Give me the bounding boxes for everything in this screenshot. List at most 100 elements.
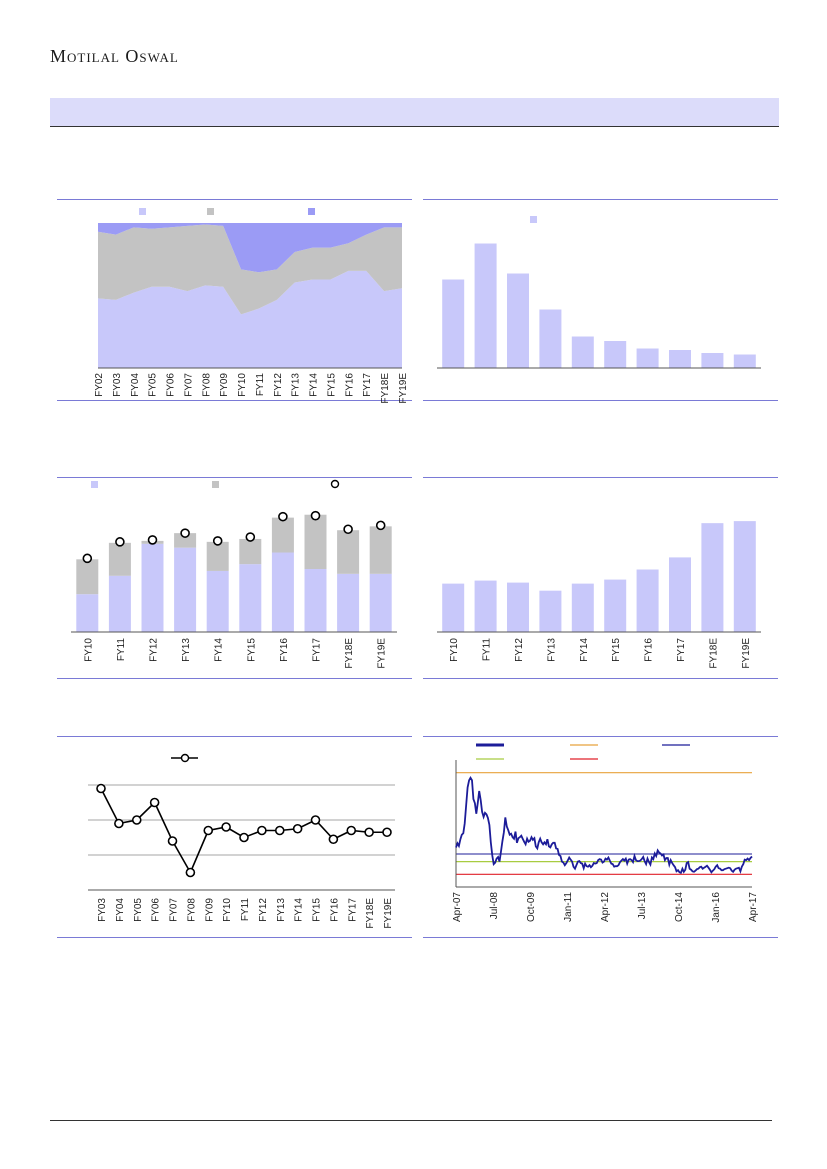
marker-point <box>180 528 190 538</box>
bar <box>442 583 465 632</box>
line-point <box>114 818 124 829</box>
bar <box>539 590 562 632</box>
line-point <box>382 827 392 838</box>
x-tick-label: FY04 <box>115 898 126 922</box>
chart-1-svg: FY02 FY03 FY04 FY05 FY06 FY07 FY08 FY09 FY10 FY11… <box>94 208 409 404</box>
bar-segment-base <box>141 543 164 632</box>
bar <box>571 583 594 632</box>
x-tick-label: Jul-08 <box>489 892 500 920</box>
line-point <box>274 825 285 836</box>
x-tick-label: FY13 <box>546 638 557 662</box>
bar <box>474 580 497 632</box>
x-tick-label: Apr-12 <box>600 892 611 922</box>
marker-point <box>278 511 288 522</box>
x-tick-label: FY18E <box>708 638 719 669</box>
chart-panel-1: FY02 FY03 FY04 FY05 FY06 FY07 FY08 FY09 FY10 FY11… <box>57 199 412 404</box>
section-header-bar <box>50 98 779 127</box>
line-point <box>131 815 142 825</box>
x-tick-label: FY19E <box>398 373 409 404</box>
line-point <box>257 825 267 836</box>
bar <box>669 350 691 368</box>
marker-point <box>343 524 353 535</box>
area-series-3 <box>98 223 402 273</box>
line-point <box>346 825 357 836</box>
chart-panel-4: FY10 FY11 FY12 FY13 FY14 FY15 FY16 FY17 FY18E FY1… <box>423 477 778 679</box>
x-tick-label: FY10 <box>449 638 460 662</box>
legend-swatch <box>139 208 146 215</box>
x-tick-label: FY14 <box>309 373 320 397</box>
bar-segment-base <box>369 573 392 632</box>
x-tick-label: FY17 <box>362 373 373 397</box>
brand-logo: Motilal Oswal <box>50 46 179 66</box>
x-tick-label: FY08 <box>186 898 197 922</box>
x-tick-label: FY19E <box>383 898 394 929</box>
line-point <box>96 783 106 794</box>
x-tick-label: FY18E <box>365 898 376 929</box>
bar-segment-top <box>76 559 99 595</box>
line-point <box>364 827 374 838</box>
chart-4-svg: FY10 FY11 FY12 FY13 FY14 FY15 FY16 FY17 FY18E FY1… <box>437 521 761 669</box>
x-tick-label: FY13 <box>291 373 302 397</box>
marker-point <box>115 537 125 547</box>
x-tick-label: FY16 <box>279 638 290 662</box>
x-tick-label: FY17 <box>312 638 323 662</box>
marker-point <box>375 520 386 531</box>
chart-6-svg: Apr-07 Jul-08 Oct-09 Jan-11 Apr-12 Jul-13 Oct-… <box>452 743 759 923</box>
bar <box>604 579 627 632</box>
chart-panel-5: FY03 FY04 FY05 FY06 FY07 FY08 FY09 FY10 FY11 FY12… <box>57 736 412 938</box>
line-point <box>239 832 249 843</box>
bar-segment-base <box>271 552 294 632</box>
marker-point <box>147 535 158 545</box>
chart-panel-2 <box>423 199 778 401</box>
marker-point <box>212 536 223 546</box>
bar <box>636 569 659 632</box>
x-tick-label: FY17 <box>347 898 358 922</box>
line-point <box>221 822 231 832</box>
x-tick-label: FY06 <box>151 898 162 922</box>
bar <box>507 273 529 368</box>
chart-3-svg: FY10 FY11 FY12 FY13 FY14 FY15 FY16 FY17 FY18E FY1… <box>71 479 397 669</box>
chart-5-svg: FY03 FY04 FY05 FY06 FY07 FY08 FY09 FY10 FY11 FY12… <box>88 753 395 929</box>
bar <box>442 279 465 368</box>
x-tick-label: Jan-11 <box>563 892 574 922</box>
x-tick-label: Oct-14 <box>674 892 685 922</box>
x-tick-label: FY15 <box>326 373 337 397</box>
chart-2-svg <box>437 216 761 369</box>
bar-segment-top <box>304 514 327 569</box>
bar-segment-top <box>206 541 229 571</box>
x-tick-label: FY08 <box>201 373 212 397</box>
chart-panel-3: FY10 FY11 FY12 FY13 FY14 FY15 FY16 FY17 FY18E FY1… <box>57 477 412 679</box>
line-point <box>203 825 214 836</box>
legend-swatch <box>207 208 214 215</box>
series-line <box>455 776 753 874</box>
x-tick-label: FY14 <box>579 638 590 662</box>
bar-segment-top <box>271 517 294 553</box>
x-tick-label: Oct-09 <box>526 892 537 922</box>
area-series-1 <box>98 270 402 368</box>
x-tick-label: FY06 <box>166 373 177 397</box>
bar <box>571 336 594 368</box>
bar-segment-base <box>239 564 262 632</box>
bar <box>669 557 691 632</box>
x-tick-label: Apr-17 <box>748 892 759 922</box>
marker-point <box>310 510 321 521</box>
bar-segment-top <box>369 526 392 574</box>
x-tick-label: FY19E <box>377 638 388 669</box>
x-tick-label: FY12 <box>273 373 284 397</box>
x-tick-label: FY07 <box>169 898 180 922</box>
bar-segment-base <box>304 569 327 632</box>
x-tick-label: FY05 <box>148 373 159 397</box>
x-tick-label: FY05 <box>133 898 144 922</box>
footer-rule <box>50 1120 772 1121</box>
x-tick-label: FY11 <box>116 638 127 662</box>
x-tick-label: FY07 <box>183 373 194 397</box>
bar <box>474 243 497 368</box>
legend-marker <box>330 479 340 489</box>
bar <box>733 354 756 368</box>
x-tick-label: FY10 <box>222 898 233 922</box>
bar <box>701 523 724 632</box>
x-tick-label: Apr-07 <box>452 892 463 922</box>
x-tick-label: FY10 <box>83 638 94 662</box>
marker-point <box>245 532 256 542</box>
line-point <box>310 815 321 825</box>
